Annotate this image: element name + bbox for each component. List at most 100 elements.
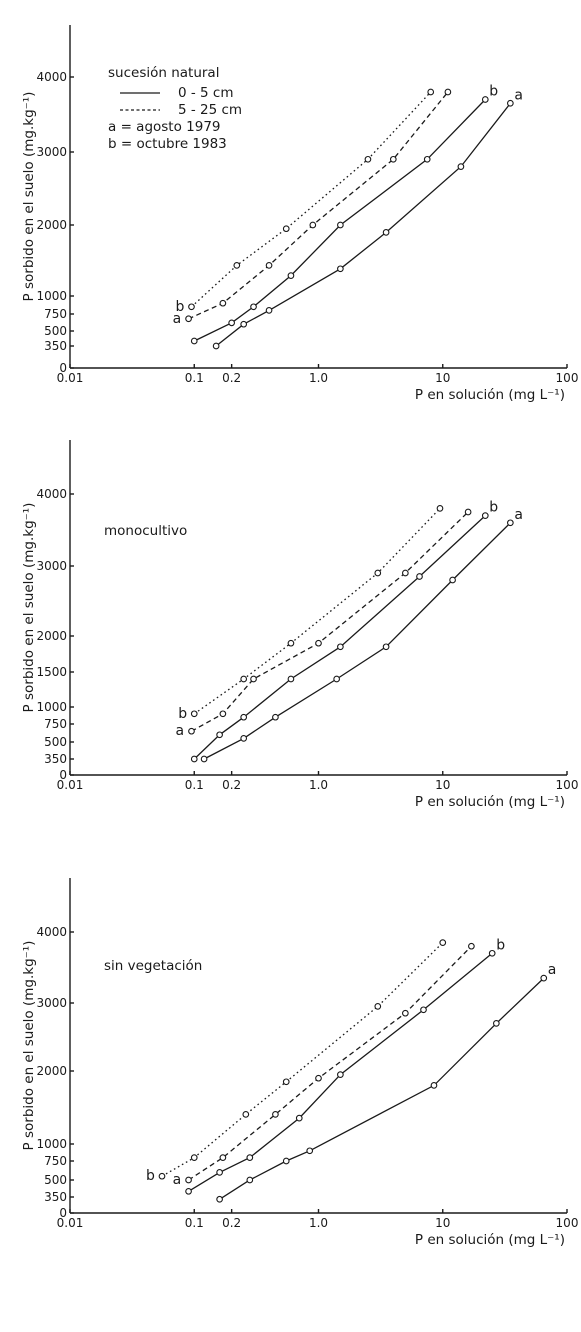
data-point: [382, 229, 390, 236]
series-line-solid-a: [215, 102, 511, 347]
panel-annotation: sin vegetación: [104, 958, 202, 974]
legend-entry: b = octubre 1983: [108, 136, 227, 152]
data-point: [468, 942, 475, 950]
data-point: [427, 88, 435, 96]
data-point: [364, 155, 372, 163]
y-tick-label: 750: [44, 1154, 67, 1168]
data-point: [228, 319, 236, 327]
x-tick-label: 0.01: [57, 1216, 84, 1230]
series-label: b: [175, 299, 184, 315]
x-tick-label: 100: [556, 778, 579, 792]
x-tick-label: 1.0: [309, 371, 328, 385]
x-tick-label: 10: [435, 371, 450, 385]
y-tick-label: 350: [44, 1190, 67, 1204]
y-tick-label: 1000: [36, 1137, 67, 1151]
y-tick-label: 4000: [36, 487, 67, 501]
series-line-dashed-a: [188, 945, 472, 1181]
data-point: [315, 639, 322, 647]
data-point: [272, 713, 279, 721]
series-line-solid-a: [203, 522, 511, 760]
data-point: [309, 221, 317, 229]
y-tick-label: 1000: [36, 289, 67, 303]
data-point: [216, 1169, 223, 1176]
series-line-solid-b: [194, 99, 486, 342]
panel-annotation: monocultivo: [104, 523, 187, 539]
data-point: [287, 639, 295, 647]
y-tick-label: 3000: [36, 559, 67, 573]
data-point: [282, 225, 290, 233]
legend-entry: 5 - 25 cm: [178, 102, 242, 118]
data-point: [219, 710, 227, 718]
data-point: [374, 569, 382, 577]
x-tick-label: 0.01: [57, 778, 84, 792]
data-point: [306, 1147, 314, 1155]
x-tick-label: 0.1: [185, 1216, 204, 1230]
data-point: [449, 576, 456, 584]
data-point: [190, 710, 198, 718]
data-point: [185, 315, 192, 323]
data-point: [242, 1111, 250, 1118]
y-tick-label: 1000: [36, 700, 67, 714]
data-point: [216, 1195, 223, 1203]
data-point: [250, 303, 257, 311]
data-point: [420, 1006, 427, 1014]
x-tick-label: 100: [556, 1216, 579, 1230]
data-point: [374, 1003, 382, 1010]
series-label: b: [146, 1168, 155, 1184]
data-point: [507, 99, 514, 107]
data-point: [333, 675, 341, 683]
data-point: [457, 163, 465, 170]
x-tick-label: 0.1: [185, 778, 204, 792]
series-label: b: [489, 84, 498, 100]
data-point: [287, 675, 295, 683]
series-label: a: [514, 507, 523, 523]
series-label: a: [173, 1172, 182, 1188]
y-axis-title: P sorbido en el suelo (mg.kg⁻¹): [21, 941, 37, 1151]
series-label: a: [173, 311, 182, 327]
data-point: [185, 1176, 192, 1184]
y-tick-label: 4000: [36, 70, 67, 84]
data-point: [240, 713, 248, 721]
data-point: [219, 1154, 227, 1161]
x-tick-label: 0.2: [222, 778, 241, 792]
data-point: [272, 1111, 279, 1118]
series-line-dashed-a: [188, 91, 449, 320]
data-point: [295, 1114, 303, 1122]
legend-entry: 0 - 5 cm: [178, 85, 234, 101]
data-point: [190, 755, 198, 763]
series-line-dotted-b: [193, 507, 441, 715]
series-label: a: [548, 962, 557, 978]
series-label: b: [496, 937, 505, 953]
data-point: [190, 1154, 198, 1161]
data-point: [246, 1176, 254, 1184]
data-point: [337, 221, 344, 229]
data-point: [488, 949, 496, 957]
data-point: [287, 272, 295, 279]
data-point: [481, 96, 489, 103]
data-point: [315, 1074, 322, 1082]
y-tick-label: 500: [44, 324, 67, 338]
data-point: [389, 155, 397, 163]
x-tick-label: 1.0: [309, 778, 328, 792]
data-point: [188, 303, 195, 311]
data-point: [250, 675, 257, 683]
data-point: [337, 643, 344, 651]
data-point: [185, 1187, 192, 1195]
x-axis-title: P en solución (mg L⁻¹): [415, 1232, 565, 1248]
y-tick-label: 350: [44, 339, 67, 353]
y-tick-label: 750: [44, 717, 67, 731]
data-point: [188, 727, 195, 735]
y-tick-label: 1500: [36, 665, 67, 679]
x-tick-label: 10: [435, 1216, 450, 1230]
x-tick-label: 1.0: [309, 1216, 328, 1230]
data-point: [240, 735, 248, 742]
series-label: b: [489, 500, 498, 516]
series-line-dashed-a: [191, 511, 469, 732]
y-tick-label: 0: [59, 1206, 67, 1220]
y-tick-label: 500: [44, 735, 67, 749]
series-line-solid-b: [193, 515, 486, 760]
y-tick-label: 0: [59, 768, 67, 782]
series-line-dotted-b: [191, 91, 432, 308]
series-line-solid-a: [219, 977, 545, 1200]
y-tick-label: 2000: [36, 629, 67, 643]
